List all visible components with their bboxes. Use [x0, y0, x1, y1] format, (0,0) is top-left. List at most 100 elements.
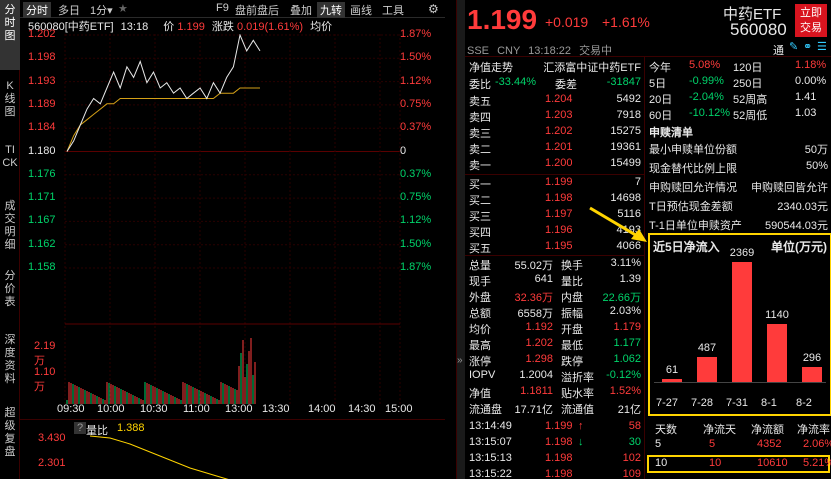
bid-price: 1.197: [545, 208, 573, 220]
return-cell: -0.99%: [689, 75, 724, 87]
subscription-label: 申购赎回允许情况: [649, 182, 737, 194]
tab-fenshi[interactable]: 分时: [23, 2, 51, 18]
net-inflow-bars: 61 7-27 487 7-28 2369 7-31 1140 8-1 296 8-2: [650, 247, 830, 415]
market-meta: SSE CNY 13:18:22 交易中: [467, 42, 612, 58]
bid-price: 1.195: [545, 240, 573, 252]
subscription-value: 申购赎回皆允许: [751, 182, 828, 194]
price-tick-right: 1.87%: [400, 261, 432, 273]
flow-table-cell: 5: [655, 438, 662, 450]
link-icon[interactable]: ⚭: [803, 41, 813, 53]
ask-price: 1.200: [545, 157, 573, 169]
overlay-button[interactable]: 叠加: [290, 5, 312, 17]
flow-table-cell: 10: [655, 457, 668, 469]
quote-panel: » 1.199 +0.019 +1.61% 中药ETF 560080 立即交易 …: [456, 0, 831, 479]
bid-price: 1.198: [545, 192, 573, 204]
draw-button[interactable]: 画线: [350, 5, 372, 17]
tick-price: 1.199: [545, 420, 573, 432]
price-tick-right: 1.50%: [400, 237, 432, 250]
quote-value: 17.71亿: [514, 404, 553, 416]
return-cell: 250日: [733, 78, 763, 90]
quote-label: 总量: [469, 260, 491, 272]
header-pct: +1.61%: [602, 14, 650, 30]
period-select[interactable]: 1分▾: [90, 2, 113, 18]
vtab-2[interactable]: TICK: [2, 144, 18, 169]
inflow-value-label: 61: [665, 363, 679, 376]
list-icon[interactable]: ☰: [817, 41, 827, 53]
time-tick: 10:30: [140, 403, 168, 415]
tools-button[interactable]: 工具: [382, 5, 404, 17]
quote-label: 流通值: [561, 404, 594, 416]
quote-value: 1.179: [613, 321, 641, 333]
info-price: 1.199: [177, 21, 205, 33]
ask-price: 1.204: [545, 93, 573, 105]
jiuzhuan-button[interactable]: 九转: [317, 2, 345, 18]
header-change: +0.019: [545, 14, 589, 30]
inflow-value-label: 1140: [765, 309, 789, 322]
time-tick: 11:00: [183, 403, 210, 415]
price-tick-right: 0.75%: [400, 191, 432, 204]
return-cell: 60日: [649, 110, 673, 122]
avg-label: 均价: [310, 21, 333, 33]
flow-row-highlight: [647, 455, 830, 473]
bid-label: 买三: [469, 211, 491, 223]
tick-price: 1.198: [545, 452, 573, 464]
bid-label: 买一: [469, 179, 491, 191]
tick-time: 13:15:13: [469, 452, 512, 464]
inflow-date-label: 7-31: [726, 397, 749, 409]
chart-info-line: 560080[中药ETF] 13:18 价 1.199 涨跌 0.019(1.6…: [28, 18, 332, 34]
ask-label: 卖四: [469, 112, 491, 124]
vtab-4[interactable]: 分价表: [4, 270, 16, 308]
ask-volume: 15275: [610, 125, 641, 137]
price-tick-left: 1.162: [28, 237, 56, 250]
time-tick: 13:00: [225, 403, 253, 415]
price-tick-left: 1.184: [28, 121, 56, 134]
panel-splitter[interactable]: »: [457, 0, 465, 479]
chart-baseline: [654, 382, 826, 383]
quote-label: 涨停: [469, 356, 491, 368]
gear-icon[interactable]: ⚙: [428, 2, 439, 16]
price-tick-left: 1.198: [28, 51, 56, 64]
time-tick: 09:30: [57, 403, 85, 415]
weicha-value: -31847: [606, 76, 641, 88]
tick-time: 13:14:49: [469, 420, 512, 432]
price-tick-left: 1.167: [28, 214, 56, 227]
time-tick: 14:00: [308, 403, 336, 415]
premarket-button[interactable]: 盘前盘后: [235, 5, 279, 17]
bid-volume: 14698: [610, 192, 641, 204]
quote-label: 贴水率: [561, 388, 594, 400]
bid-volume: 7: [634, 176, 641, 188]
ask-volume: 15499: [610, 157, 641, 169]
weicha-label: 委差: [555, 79, 577, 91]
vtab-3[interactable]: 成交明细: [4, 200, 16, 251]
tab-duori[interactable]: 多日: [58, 5, 80, 17]
info-change: 0.019(1.61%): [236, 21, 304, 33]
quote-value: 3.11%: [610, 257, 641, 269]
vtab-5[interactable]: 深度资料: [4, 334, 16, 385]
quote-value: 21亿: [617, 404, 641, 416]
collapse-icon[interactable]: »: [457, 355, 463, 366]
f9-button[interactable]: F9: [216, 2, 229, 14]
volume-tick: 1.10万: [34, 366, 56, 393]
quote-label: 跌停: [561, 356, 583, 368]
header-price: 1.199: [467, 4, 538, 35]
vtab-1[interactable]: K线图: [4, 80, 16, 118]
time-tick: 15:00: [385, 403, 413, 415]
vtab-6[interactable]: 超级复盘: [4, 407, 16, 458]
return-cell: 52周高: [733, 94, 768, 106]
trade-button[interactable]: 立即交易: [795, 4, 827, 37]
flow-table-header: 净流额: [751, 424, 784, 436]
flow-table-cell: 10610: [757, 457, 788, 469]
help-icon[interactable]: ?: [74, 422, 87, 434]
price-tick-left: 1.176: [28, 167, 56, 180]
ask-volume: 19361: [610, 141, 641, 153]
inflow-value-label: 487: [697, 342, 717, 355]
chart-title: 近5日净流入: [653, 240, 720, 254]
vtab-0[interactable]: 分时图: [0, 0, 20, 70]
flow-table-cell: 5: [709, 438, 716, 450]
period-label: 1分: [90, 5, 108, 17]
quote-label: 开盘: [561, 324, 583, 336]
star-icon[interactable]: ★: [118, 3, 128, 15]
quote-label: 现手: [469, 276, 491, 288]
flow-table-cell: 10: [709, 457, 722, 469]
edit-icon[interactable]: ✎: [789, 41, 799, 53]
